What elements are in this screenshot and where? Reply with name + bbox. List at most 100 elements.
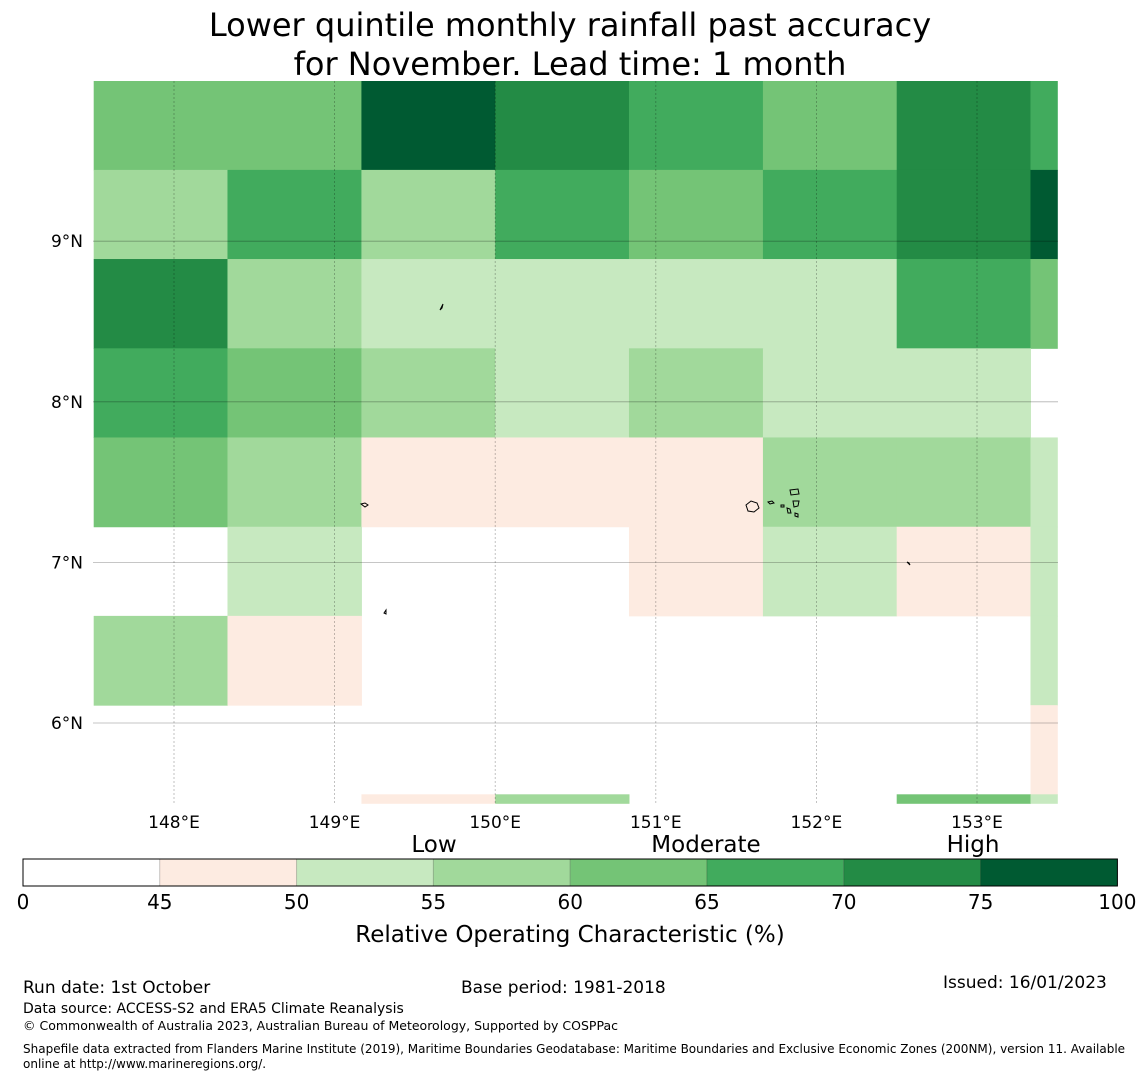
lon-tick-label: 149°E — [309, 813, 361, 833]
colorbar-category-label: Moderate — [651, 832, 760, 858]
roc-cell — [1030, 705, 1058, 795]
chart-title-line1: Lower quintile monthly rainfall past acc… — [208, 6, 932, 44]
roc-cell — [227, 81, 362, 171]
roc-cell — [495, 794, 630, 804]
lon-tick-label: 148°E — [148, 813, 200, 833]
colorbar-segment — [432, 858, 571, 887]
lat-tick-label: 9°N — [51, 232, 83, 252]
colorbar-segment — [569, 858, 708, 887]
base-period: Base period: 1981-2018 — [461, 978, 666, 998]
roc-cell — [628, 348, 764, 438]
roc-cell — [628, 169, 764, 260]
roc-cell — [896, 259, 1031, 349]
data-source: Data source: ACCESS-S2 and ERA5 Climate … — [23, 1001, 404, 1017]
roc-cell — [361, 81, 496, 171]
roc-cell — [361, 259, 496, 349]
island-outline — [439, 303, 444, 311]
roc-cell — [762, 526, 898, 617]
roc-cell — [93, 169, 228, 260]
island-outline — [906, 561, 911, 566]
colorbar-category-label: High — [947, 832, 1000, 858]
shapefile-credit: Shapefile data extracted from Flanders M… — [23, 1042, 1126, 1071]
colorbar-segment — [706, 858, 845, 887]
colorbar-segment — [159, 858, 298, 887]
roc-cell — [628, 526, 764, 617]
colorbar-tick-label: 0 — [17, 890, 30, 914]
lat-tick-label: 6°N — [51, 714, 83, 734]
roc-cell — [93, 615, 228, 706]
chart-title-line2: for November. Lead time: 1 month — [293, 45, 847, 83]
roc-cell — [896, 348, 1031, 438]
roc-cell — [628, 81, 764, 171]
colorbar-category-label: Low — [411, 832, 456, 858]
lon-tick-label: 151°E — [630, 813, 682, 833]
roc-cell — [93, 259, 228, 349]
island-outline — [767, 500, 775, 505]
lon-tick-label: 150°E — [469, 813, 521, 833]
roc-cell — [1030, 259, 1058, 349]
map-gridlines — [93, 81, 1058, 804]
island-outlines — [359, 303, 911, 615]
colorbar-tick-label: 65 — [694, 890, 719, 914]
colorbar-axis-label: Relative Operating Characteristic (%) — [355, 922, 784, 948]
roc-cell — [1030, 169, 1058, 260]
roc-cell — [1030, 526, 1058, 617]
colorbar-segment — [22, 858, 161, 887]
roc-cell — [1030, 615, 1058, 706]
roc-cell — [495, 348, 630, 438]
run-date: Run date: 1st October — [23, 978, 211, 998]
roc-cell — [495, 437, 630, 528]
colorbar-segment — [980, 858, 1118, 887]
island-outline — [383, 608, 387, 615]
island-outline — [780, 504, 785, 508]
colorbar-segment — [296, 858, 434, 887]
roc-cell — [227, 526, 362, 617]
roc-cell — [628, 437, 764, 528]
colorbar-segment — [843, 858, 982, 887]
island-outline — [786, 507, 792, 514]
roc-cell — [227, 437, 362, 528]
island-outline — [359, 502, 369, 508]
roc-cell — [227, 615, 362, 706]
roc-cell — [762, 169, 898, 260]
roc-cell — [361, 348, 496, 438]
colorbar-tick-label: 45 — [147, 890, 172, 914]
roc-cell — [227, 259, 362, 349]
roc-cell — [361, 437, 496, 528]
roc-cell — [896, 81, 1031, 171]
roc-cell — [495, 259, 630, 349]
roc-cell — [628, 259, 764, 349]
colorbar-tick-label: 70 — [831, 890, 856, 914]
roc-grid-cells — [93, 81, 1058, 804]
roc-cell — [896, 526, 1031, 617]
lon-tick-label: 153°E — [951, 813, 1003, 833]
colorbar-tick-label: 75 — [968, 890, 993, 914]
roc-cell — [227, 348, 362, 438]
roc-cell — [227, 169, 362, 260]
island-outline — [789, 488, 800, 496]
roc-cell — [361, 794, 496, 804]
island-outline — [792, 500, 800, 508]
roc-cell — [93, 81, 228, 171]
lon-tick-label: 152°E — [791, 813, 843, 833]
roc-cell — [495, 81, 630, 171]
lat-tick-label: 7°N — [51, 553, 83, 573]
roc-cell — [762, 348, 898, 438]
colorbar-tick-label: 60 — [557, 890, 582, 914]
roc-cell — [93, 437, 228, 528]
colorbar-tick-label: 55 — [421, 890, 446, 914]
copyright: © Commonwealth of Australia 2023, Austra… — [23, 1018, 618, 1033]
roc-cell — [361, 169, 496, 260]
map-tick-labels: 148°E 149°E 150°E 151°E 152°E 153°E 6°N 7°N 8°N 9… — [51, 232, 1003, 833]
colorbar-tick-label: 50 — [284, 890, 309, 914]
roc-map: 148°E 149°E 150°E 151°E 152°E 153°E 6°N 7°N 8°N 9… — [17, 81, 1137, 948]
colorbar: 0 45 50 55 60 65 70 75 100 Low Moderate High Relativ… — [17, 832, 1137, 948]
roc-cell — [762, 259, 898, 349]
colorbar-tick-label: 100 — [1098, 890, 1136, 914]
roc-cell — [1030, 81, 1058, 171]
roc-cell — [495, 169, 630, 260]
issued-date: Issued: 16/01/2023 — [943, 973, 1107, 993]
colorbar-frame — [22, 858, 1118, 887]
roc-cell — [896, 169, 1031, 260]
roc-cell — [896, 437, 1031, 528]
